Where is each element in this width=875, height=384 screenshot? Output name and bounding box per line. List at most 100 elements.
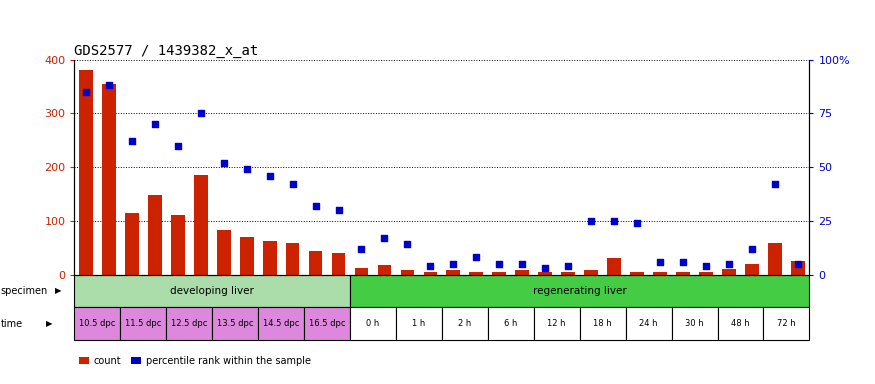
Point — [354, 246, 368, 252]
Bar — [580, 307, 626, 340]
Bar — [488, 307, 534, 340]
Point — [240, 166, 254, 172]
Bar — [562, 272, 575, 275]
Point — [79, 89, 93, 95]
Bar — [718, 307, 763, 340]
Bar — [699, 272, 713, 275]
Point — [676, 258, 690, 265]
Bar — [194, 175, 207, 275]
Text: 72 h: 72 h — [777, 319, 795, 328]
Bar — [791, 261, 805, 275]
Bar — [515, 270, 529, 275]
Point — [722, 261, 736, 267]
Bar — [240, 237, 254, 275]
Point — [745, 246, 759, 252]
Text: 12.5 dpc: 12.5 dpc — [171, 319, 207, 328]
Point — [561, 263, 575, 269]
Text: 13.5 dpc: 13.5 dpc — [217, 319, 254, 328]
Bar — [746, 264, 759, 275]
Bar — [401, 270, 415, 275]
Point — [630, 220, 644, 226]
Bar — [538, 272, 552, 275]
Bar — [258, 307, 304, 340]
Bar — [262, 241, 276, 275]
Text: developing liver: developing liver — [171, 286, 254, 296]
Text: 14.5 dpc: 14.5 dpc — [262, 319, 299, 328]
Bar — [217, 230, 231, 275]
Bar — [171, 215, 185, 275]
Bar — [584, 270, 598, 275]
Bar — [653, 272, 667, 275]
Point — [193, 110, 207, 116]
Point — [515, 261, 529, 267]
Text: 48 h: 48 h — [732, 319, 750, 328]
Text: 0 h: 0 h — [367, 319, 380, 328]
Text: 11.5 dpc: 11.5 dpc — [125, 319, 162, 328]
Bar — [74, 307, 121, 340]
Point — [262, 172, 276, 179]
Bar — [626, 307, 672, 340]
Point — [102, 82, 116, 88]
Text: ▶: ▶ — [55, 286, 61, 295]
Point — [791, 261, 805, 267]
Point — [332, 207, 346, 213]
Point — [493, 261, 507, 267]
Text: regenerating liver: regenerating liver — [533, 286, 626, 296]
Bar — [676, 272, 690, 275]
Bar — [446, 270, 460, 275]
Point — [538, 265, 552, 271]
Point — [424, 263, 438, 269]
Text: 6 h: 6 h — [504, 319, 517, 328]
Point — [171, 142, 185, 149]
Point — [469, 254, 483, 260]
Text: specimen: specimen — [1, 286, 48, 296]
Point — [217, 160, 231, 166]
Bar — [493, 272, 507, 275]
Point — [699, 263, 713, 269]
Text: 1 h: 1 h — [412, 319, 425, 328]
Bar — [285, 243, 299, 275]
Point — [125, 138, 139, 144]
Bar — [213, 307, 258, 340]
Text: ▶: ▶ — [46, 319, 52, 328]
Point — [148, 121, 162, 127]
Bar — [121, 307, 166, 340]
Point — [584, 218, 598, 224]
Text: 30 h: 30 h — [685, 319, 704, 328]
Bar — [768, 243, 782, 275]
Bar — [470, 272, 483, 275]
Text: 16.5 dpc: 16.5 dpc — [309, 319, 346, 328]
Point — [309, 203, 323, 209]
Point — [768, 181, 782, 187]
Bar — [125, 213, 138, 275]
Text: 12 h: 12 h — [548, 319, 566, 328]
Text: time: time — [1, 318, 23, 329]
Text: 10.5 dpc: 10.5 dpc — [79, 319, 116, 328]
Bar — [304, 307, 350, 340]
Text: 18 h: 18 h — [593, 319, 612, 328]
Point — [446, 261, 460, 267]
Bar — [74, 275, 350, 307]
Bar — [354, 268, 368, 275]
Text: 2 h: 2 h — [458, 319, 472, 328]
Bar — [166, 307, 213, 340]
Bar — [763, 307, 809, 340]
Bar — [79, 70, 93, 275]
Point — [653, 258, 667, 265]
Bar — [607, 258, 621, 275]
Bar — [396, 307, 442, 340]
Bar — [378, 265, 391, 275]
Bar — [350, 275, 809, 307]
Bar — [309, 252, 323, 275]
Bar — [350, 307, 396, 340]
Point — [607, 218, 621, 224]
Legend: count, percentile rank within the sample: count, percentile rank within the sample — [80, 356, 311, 366]
Bar — [148, 195, 162, 275]
Bar — [534, 307, 580, 340]
Text: 24 h: 24 h — [640, 319, 658, 328]
Bar — [424, 272, 438, 275]
Point — [377, 235, 391, 241]
Bar — [672, 307, 718, 340]
Bar — [102, 84, 116, 275]
Point — [401, 242, 415, 248]
